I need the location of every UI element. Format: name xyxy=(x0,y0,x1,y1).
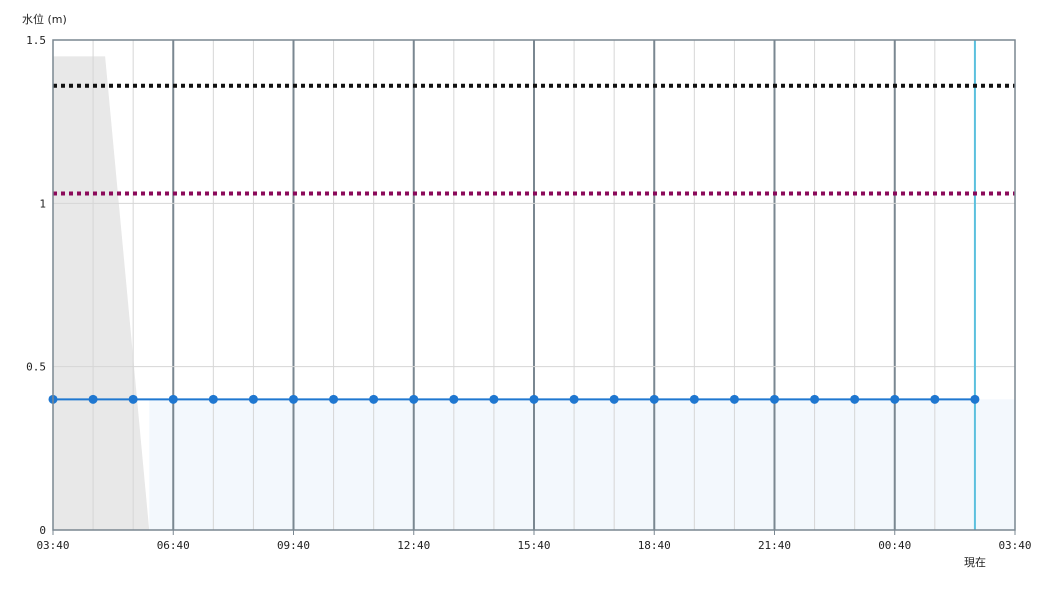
data-point xyxy=(930,394,940,404)
x-tick-label: 12:40 xyxy=(397,539,430,552)
data-point xyxy=(649,394,659,404)
x-tick-label: 06:40 xyxy=(157,539,190,552)
data-point xyxy=(409,394,419,404)
data-point xyxy=(168,394,178,404)
y-tick-label: 0 xyxy=(39,524,46,537)
data-point xyxy=(208,394,218,404)
data-point xyxy=(529,394,539,404)
data-point xyxy=(609,394,619,404)
data-point xyxy=(128,394,138,404)
data-point xyxy=(850,394,860,404)
data-point xyxy=(810,394,820,404)
x-tick-label: 03:40 xyxy=(36,539,69,552)
data-point xyxy=(569,394,579,404)
data-point xyxy=(489,394,499,404)
data-point xyxy=(248,394,258,404)
current-level-area xyxy=(149,399,1015,530)
data-point xyxy=(88,394,98,404)
data-point xyxy=(970,394,980,404)
data-point xyxy=(890,394,900,404)
now-label: 現在 xyxy=(964,556,986,569)
y-tick-label: 1.5 xyxy=(26,34,46,47)
y-tick-label: 1 xyxy=(39,197,46,210)
data-point xyxy=(449,394,459,404)
data-point xyxy=(770,394,779,404)
y-axis-label: 水位 (m) xyxy=(22,12,67,26)
x-tick-label: 15:40 xyxy=(517,539,550,552)
x-tick-label: 03:40 xyxy=(998,539,1031,552)
x-tick-label: 09:40 xyxy=(277,539,310,552)
data-point xyxy=(369,394,379,404)
data-point xyxy=(689,394,699,404)
background-area xyxy=(53,56,150,530)
data-point xyxy=(729,394,739,404)
data-point xyxy=(289,394,298,404)
data-point xyxy=(329,394,339,404)
x-tick-label: 00:40 xyxy=(878,539,911,552)
x-tick-label: 21:40 xyxy=(758,539,791,552)
x-tick-label: 18:40 xyxy=(638,539,671,552)
y-tick-label: 0.5 xyxy=(26,361,46,374)
